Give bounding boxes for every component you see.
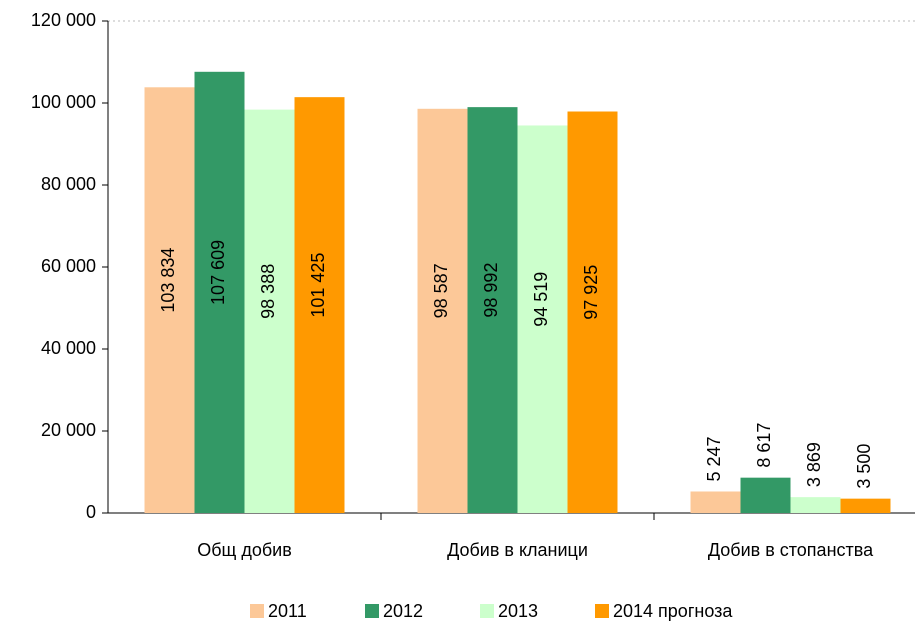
bar [244, 109, 295, 514]
value-label: 5 247 [704, 436, 724, 481]
legend-label: 2012 [383, 601, 423, 621]
bar [417, 108, 468, 513]
y-tick-label: 60 000 [41, 256, 96, 276]
x-tick-label: Общ добив [197, 540, 292, 560]
value-label: 98 388 [258, 264, 278, 319]
y-tick-label: 120 000 [31, 10, 96, 30]
x-tick-label: Добив в стопанства [708, 540, 874, 560]
y-tick-label: 40 000 [41, 338, 96, 358]
value-label: 94 519 [531, 272, 551, 327]
value-label: 3 869 [804, 442, 824, 487]
value-label: 97 925 [581, 265, 601, 320]
bar [467, 107, 518, 513]
value-label: 107 609 [208, 240, 228, 305]
legend-swatch [365, 604, 379, 618]
legend-swatch [250, 604, 264, 618]
value-label: 98 587 [431, 263, 451, 318]
bar [144, 87, 195, 513]
value-label: 8 617 [754, 423, 774, 468]
bar [294, 97, 345, 513]
bar [840, 498, 891, 513]
bar [690, 491, 741, 513]
y-tick-label: 100 000 [31, 92, 96, 112]
bar [194, 71, 245, 513]
legend-label: 2013 [498, 601, 538, 621]
legend-swatch [480, 604, 494, 618]
x-tick-label: Добив в кланици [447, 540, 588, 560]
legend-swatch [595, 604, 609, 618]
legend-label: 2014 прогноза [613, 601, 733, 621]
bar [790, 497, 841, 513]
value-label: 101 425 [308, 253, 328, 318]
legend-label: 2011 [268, 601, 307, 621]
y-tick-label: 80 000 [41, 174, 96, 194]
bar [517, 125, 568, 513]
value-label: 103 834 [158, 248, 178, 313]
bar [740, 477, 791, 513]
value-label: 3 500 [854, 444, 874, 489]
bar [567, 111, 618, 513]
value-label: 98 992 [481, 263, 501, 318]
y-tick-label: 20 000 [41, 420, 96, 440]
y-tick-label: 0 [86, 502, 96, 522]
